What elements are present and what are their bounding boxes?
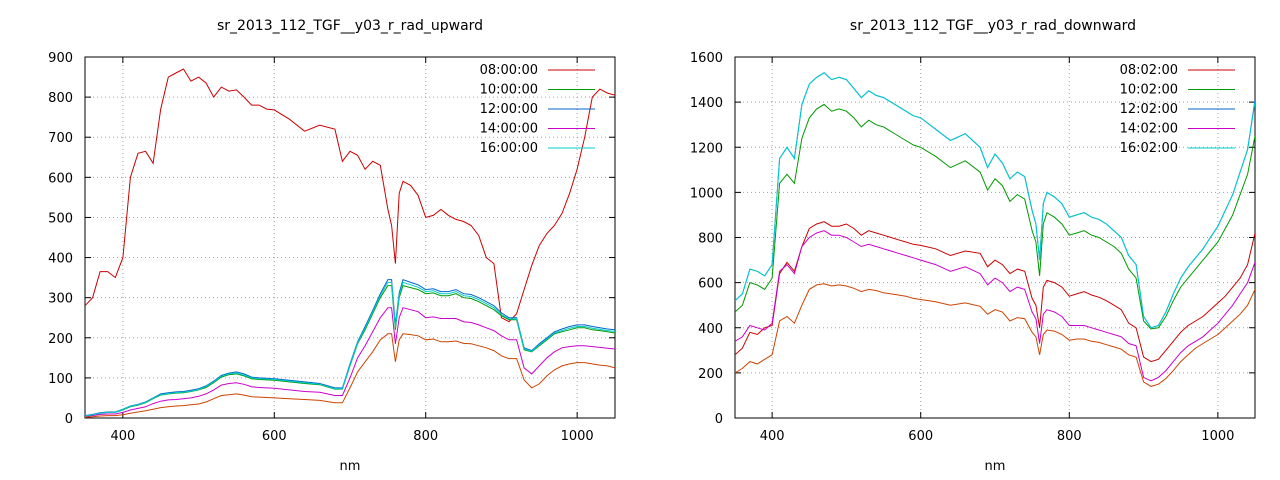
y-tick-label: 400 <box>698 322 723 337</box>
series-line-120000 <box>85 278 615 417</box>
x-tick-label: 800 <box>1057 429 1082 444</box>
y-tick-label: 0 <box>65 412 73 427</box>
x-axis-label: nm <box>340 459 361 474</box>
legend-label: 08:02:00 <box>1120 63 1178 78</box>
series-line-100000 <box>85 284 615 417</box>
y-tick-label: 200 <box>48 332 73 347</box>
downward-radiance-chart: sr_2013_112_TGF__y03_r_rad_downward 400 60… <box>690 18 1256 474</box>
y-tick-label: 100 <box>48 372 73 387</box>
series-line-100200 <box>735 103 1255 330</box>
x-tick-label: 1000 <box>561 429 594 444</box>
y-tick-label: 800 <box>48 91 73 106</box>
legend-label: 12:00:00 <box>480 102 538 117</box>
legend-label: 10:02:00 <box>1120 83 1178 98</box>
plot-frame <box>84 56 616 419</box>
x-tick-label: 1000 <box>1201 429 1234 444</box>
y-tick-label: 600 <box>48 171 73 186</box>
legend-label: 10:00:00 <box>480 83 538 98</box>
legend-label: 08:00:00 <box>480 63 538 78</box>
series-line-080000 <box>85 68 615 323</box>
legend-label: 16:02:00 <box>1120 141 1178 156</box>
series-line-140200 <box>735 230 1255 382</box>
x-tick-label: 400 <box>110 429 135 444</box>
chart-title: sr_2013_112_TGF__y03_r_rad_downward <box>850 18 1136 34</box>
y-tick-label: 200 <box>698 367 723 382</box>
x-axis-label: nm <box>985 459 1006 474</box>
x-tick-label: 400 <box>760 429 785 444</box>
chart-title: sr_2013_112_TGF__y03_r_rad_upward <box>217 18 483 34</box>
y-tick-label: 600 <box>698 277 723 292</box>
y-tick-label: 500 <box>48 211 73 226</box>
series-line-extra <box>85 333 615 418</box>
y-tick-label: 1600 <box>690 51 723 66</box>
series-line-140000 <box>85 307 615 417</box>
series-line-160200 <box>735 72 1255 329</box>
y-tick-label: 1400 <box>690 96 723 111</box>
upward-radiance-chart: sr_2013_112_TGF__y03_r_rad_upward 400 600 8… <box>48 18 616 474</box>
y-tick-label: 800 <box>698 232 723 247</box>
y-tick-label: 700 <box>48 131 73 146</box>
y-tick-label: 400 <box>48 252 73 267</box>
x-tick-label: 600 <box>908 429 933 444</box>
y-tick-label: 300 <box>48 292 73 307</box>
y-tick-label: 1000 <box>690 186 723 201</box>
series-line-extra <box>735 283 1255 387</box>
y-tick-label: 900 <box>48 51 73 66</box>
y-tick-label: 0 <box>715 412 723 427</box>
series-line-080200 <box>735 221 1255 363</box>
x-tick-label: 800 <box>413 429 438 444</box>
legend-label: 14:02:00 <box>1120 122 1178 137</box>
legend-label: 12:02:00 <box>1120 102 1178 117</box>
legend-label: 14:00:00 <box>480 122 538 137</box>
x-tick-label: 600 <box>262 429 287 444</box>
y-tick-label: 1200 <box>690 141 723 156</box>
series-line-160000 <box>85 281 615 417</box>
legend-label: 16:00:00 <box>480 141 538 156</box>
